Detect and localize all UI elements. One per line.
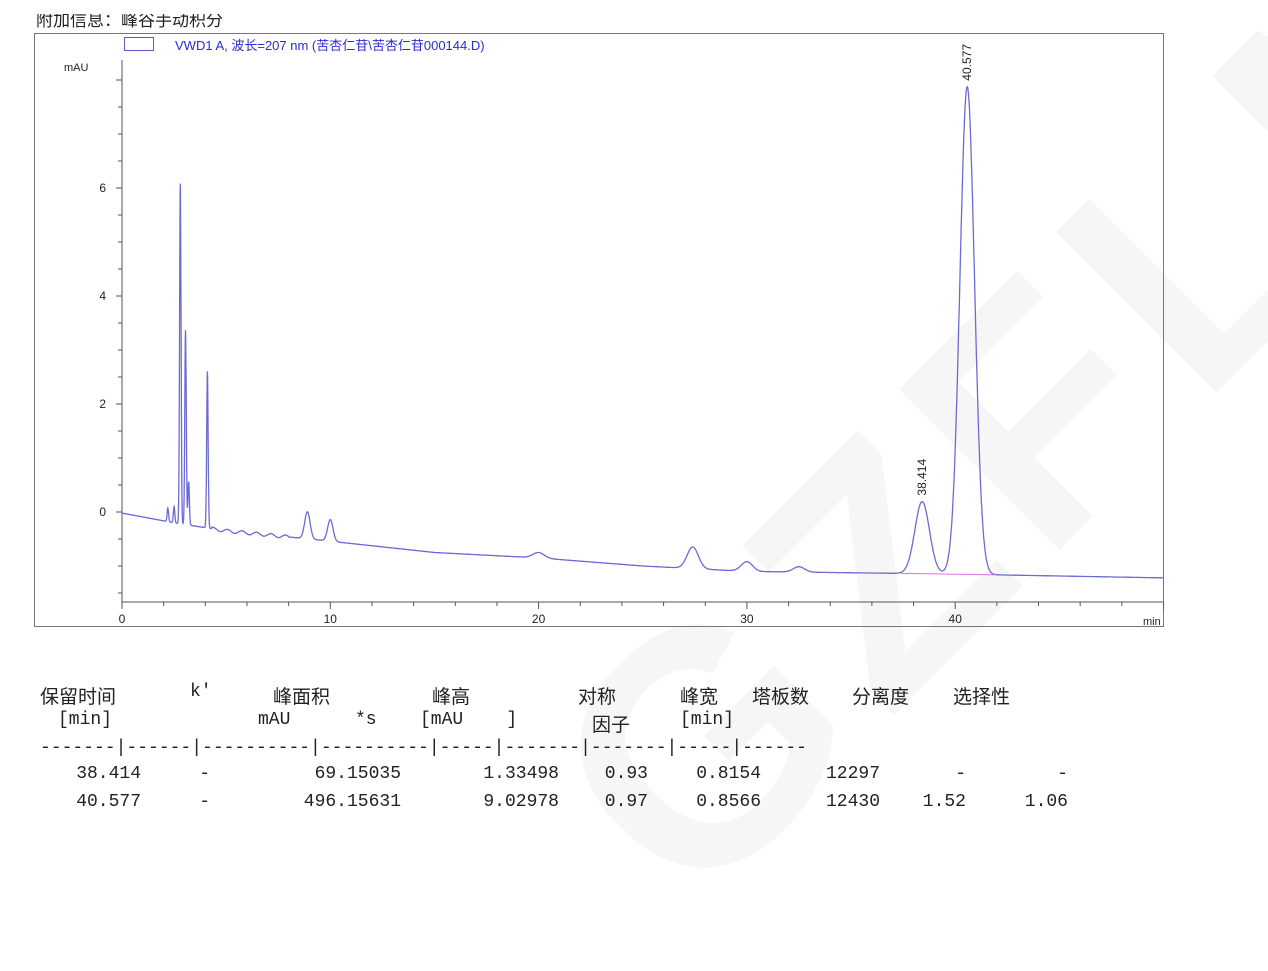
- table-separator: -------|------|----------|----------|---…: [40, 738, 807, 758]
- x-axis-label: min: [1143, 616, 1161, 628]
- table-cell: 12430: [825, 792, 880, 812]
- x-tick-label: 30: [740, 612, 754, 626]
- table-cell: 0.97: [604, 792, 648, 812]
- x-tick-label: 20: [532, 612, 546, 626]
- x-tick-label: 0: [119, 612, 126, 626]
- table-cell: 9.02978: [483, 792, 559, 812]
- table-cell: 38.414: [76, 764, 141, 784]
- column-unit: *s: [355, 710, 377, 730]
- integration-baseline: [901, 572, 997, 576]
- column-unit: [mAU ]: [420, 710, 518, 730]
- table-cell: -: [199, 764, 210, 784]
- table-cell: -: [1057, 764, 1068, 784]
- column-header: 分离度: [852, 686, 910, 708]
- x-tick-label: 10: [324, 612, 338, 626]
- table-cell: 40.577: [76, 792, 141, 812]
- column-header: 保留时间: [40, 686, 117, 708]
- table-cell: 496.15631: [303, 792, 401, 812]
- table-cell: 0.8566: [696, 792, 761, 812]
- y-tick-label: 2: [99, 397, 106, 411]
- column-header: 峰宽: [680, 686, 719, 708]
- table-cell: 69.15035: [314, 764, 401, 784]
- y-tick-label: 0: [99, 505, 106, 519]
- chromatogram-trace: [121, 85, 1164, 579]
- column-header: 峰面积: [273, 686, 331, 708]
- peak-label: 38.414: [915, 459, 929, 496]
- table-cell: -: [955, 764, 966, 784]
- y-tick-label: 6: [99, 181, 106, 195]
- chart-frame: [34, 33, 1164, 627]
- column-unit: [min]: [680, 710, 735, 730]
- table-cell: 1.06: [1024, 792, 1068, 812]
- table-cell: 0.93: [604, 764, 648, 784]
- table-cell: -: [199, 792, 210, 812]
- column-unit: 因子: [592, 714, 631, 736]
- column-header: 对称: [578, 686, 617, 708]
- y-tick-label: 4: [99, 289, 106, 303]
- y-axis-label: mAU: [64, 62, 89, 74]
- chromatogram-plot: 0 2 4 6 0 10 20 30 40 min 38.414 40.577: [99, 44, 1164, 628]
- additional-info-note: 附加信息：峰谷手动积分: [36, 11, 223, 31]
- column-header: k': [190, 682, 212, 702]
- table-cell: 1.52: [922, 792, 966, 812]
- column-header: 选择性: [953, 686, 1011, 708]
- table-cell: 12297: [825, 764, 880, 784]
- column-unit: mAU: [258, 710, 291, 730]
- peak-label: 40.577: [960, 44, 974, 81]
- legend-swatch: [124, 37, 154, 51]
- legend-label: VWD1 A, 波长=207 nm (苦杏仁苷\苦杏仁苷000144.D): [175, 38, 485, 53]
- column-unit: [min]: [58, 710, 113, 730]
- table-cell: 0.8154: [696, 764, 761, 784]
- column-header: 峰高: [432, 686, 471, 708]
- table-cell: 1.33498: [483, 764, 559, 784]
- x-tick-label: 40: [949, 612, 963, 626]
- column-header: 塔板数: [752, 686, 810, 708]
